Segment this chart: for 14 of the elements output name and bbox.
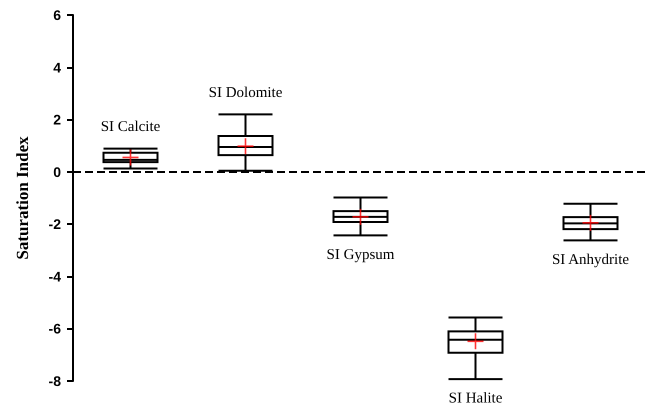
y-tick-label: -6: [48, 320, 62, 337]
x-tick-label: SI Anhydrite: [552, 252, 630, 268]
y-tick-label: 2: [53, 112, 62, 128]
y-tick-label: -2: [48, 216, 62, 232]
y-tick-label: -8: [48, 373, 62, 389]
y-tick-label: 6: [53, 7, 62, 23]
y-tick-label: -4: [48, 268, 62, 284]
x-tick-label: SI Dolomite: [208, 84, 283, 101]
x-tick-label: SI Calcite: [100, 119, 161, 136]
y-tick-label: 4: [53, 59, 62, 76]
x-tick-label: SI Halite: [448, 390, 503, 407]
x-tick-label: SI Gypsum: [326, 246, 395, 263]
y-axis-title: Saturation Index: [13, 136, 32, 260]
y-tick-label: 0: [53, 164, 62, 180]
